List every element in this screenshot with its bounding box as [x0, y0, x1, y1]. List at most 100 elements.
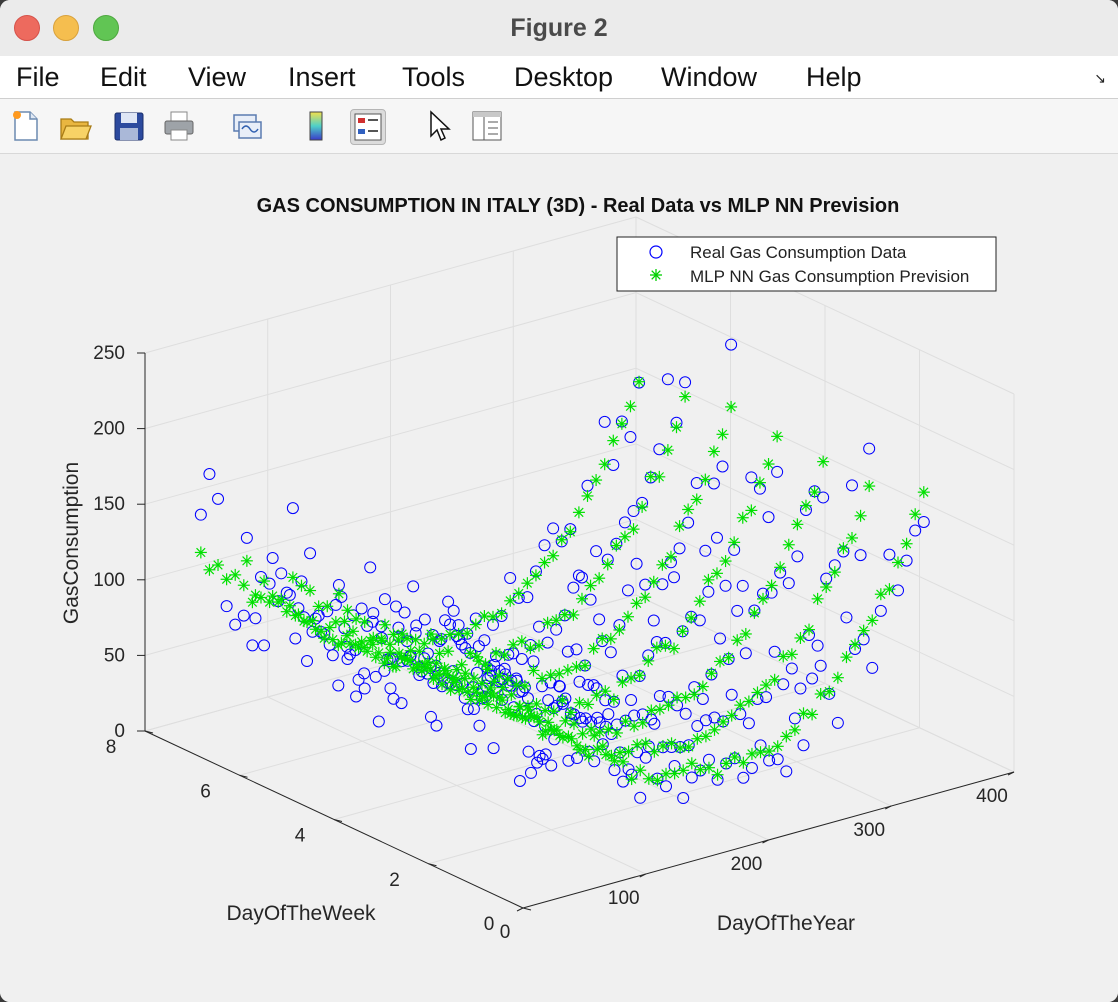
- prevision-data-point: [378, 657, 391, 670]
- prevision-data-point: [581, 489, 594, 502]
- new-figure-icon[interactable]: [8, 109, 42, 143]
- legend[interactable]: Real Gas Consumption Data MLP NN Gas Con…: [616, 236, 997, 292]
- x-tick-label: 400: [976, 786, 1008, 807]
- close-window-button[interactable]: [14, 15, 40, 41]
- prevision-data-point: [481, 663, 494, 676]
- prevision-data-point: [708, 723, 721, 736]
- prevision-data-point: [442, 645, 455, 658]
- real-data-point: [696, 693, 709, 706]
- prevision-data-point: [258, 575, 271, 588]
- prevision-data-point: [556, 694, 569, 707]
- maximize-window-button[interactable]: [93, 15, 119, 41]
- real-data-point: [840, 611, 853, 624]
- axes-frame: [137, 352, 1015, 912]
- prevision-data-point: [831, 671, 844, 684]
- menu-view[interactable]: View: [188, 62, 247, 92]
- x-tick-label: 0: [500, 922, 511, 943]
- real-data-point: [545, 759, 558, 772]
- prevision-data-point: [625, 671, 638, 684]
- minimize-window-button[interactable]: [53, 15, 79, 41]
- real-data-point: [266, 551, 279, 564]
- real-data-point: [625, 694, 638, 707]
- prevision-data-point: [780, 730, 793, 743]
- prevision-data-point: [797, 707, 810, 720]
- real-data-point: [220, 600, 233, 613]
- real-data-point: [831, 716, 844, 729]
- real-data-point: [398, 606, 411, 619]
- plot-area: 0 100 200 300 400 0 2 4 6 8 0 50 100 150 200 250 DayOfTh…: [0, 154, 1118, 1002]
- y-tick-label: 8: [106, 737, 117, 758]
- prevision-data-point: [593, 726, 606, 739]
- prevision-data-point: [544, 669, 557, 682]
- save-icon[interactable]: [112, 109, 146, 143]
- real-data-point: [447, 604, 460, 617]
- real-data-point: [739, 647, 752, 660]
- prevision-data-point: [536, 728, 549, 741]
- real-data-point: [679, 376, 692, 389]
- prevision-data-point: [579, 743, 592, 756]
- prevision-data-point: [582, 698, 595, 711]
- menu-tools[interactable]: Tools: [402, 62, 466, 92]
- prevision-data-point: [375, 632, 388, 645]
- prevision-data-point: [645, 704, 658, 717]
- prevision-data-point: [424, 628, 437, 641]
- prevision-data-point: [607, 434, 620, 447]
- real-data-point: [814, 659, 827, 672]
- prevision-data-point: [418, 637, 431, 650]
- prevision-data-point: [369, 651, 382, 664]
- prevision-data-point: [622, 745, 635, 758]
- y-axis-label: DayOfTheWeek: [227, 902, 376, 925]
- print-icon[interactable]: [162, 109, 196, 143]
- property-editor-icon[interactable]: [470, 109, 504, 143]
- chart-title: GAS CONSUMPTION IN ITALY (3D) - Real Dat…: [257, 195, 900, 217]
- prevision-data-point: [504, 594, 517, 607]
- y-tick: [144, 730, 154, 734]
- prevision-data-point: [892, 556, 905, 569]
- prevision-data-point: [598, 458, 611, 471]
- prevision-data-point: [639, 737, 652, 750]
- prevision-data-point: [633, 669, 646, 682]
- prevision-data-point: [760, 679, 773, 692]
- prevision-data-point: [516, 711, 529, 724]
- real-data-point: [487, 742, 500, 755]
- prevision-data-point: [610, 726, 623, 739]
- gridline-y-floor: [428, 727, 920, 865]
- real-data-point: [275, 567, 288, 580]
- real-data-point: [742, 717, 755, 730]
- open-file-icon[interactable]: [58, 109, 92, 143]
- prevision-data-point: [533, 639, 546, 652]
- prevision-data-point: [383, 638, 396, 651]
- menu-file[interactable]: File: [16, 62, 60, 92]
- gridline-z-back: [144, 367, 637, 505]
- prevision-data-point: [512, 587, 525, 600]
- real-data-point: [647, 614, 660, 627]
- menu-insert[interactable]: Insert: [288, 62, 356, 92]
- prevision-data-point: [668, 767, 681, 780]
- colorbar-icon[interactable]: [300, 109, 334, 143]
- prevision-data-point: [642, 654, 655, 667]
- link-plot-icon[interactable]: [230, 109, 264, 143]
- real-data-point: [648, 717, 661, 730]
- real-data-point: [797, 739, 810, 752]
- pointer-icon[interactable]: [422, 109, 456, 143]
- toolbar-dock-arrow-icon[interactable]: ↘: [1094, 70, 1106, 86]
- prevision-data-point: [679, 390, 692, 403]
- prevision-data-point: [194, 546, 207, 559]
- prevision-data-point: [679, 691, 692, 704]
- prevision-data-point: [607, 693, 620, 706]
- menu-edit[interactable]: Edit: [100, 62, 147, 92]
- prevision-data-point: [358, 641, 371, 654]
- menu-desktop[interactable]: Desktop: [514, 62, 614, 92]
- legend-icon[interactable]: [350, 109, 386, 145]
- prevision-data-point: [665, 737, 678, 750]
- prevision-data-point: [550, 614, 563, 627]
- legend-real-marker: [649, 245, 663, 259]
- prevision-data-point: [587, 642, 600, 655]
- real-data-point: [559, 692, 572, 705]
- prevision-data-point: [702, 761, 715, 774]
- prevision-data-point: [386, 660, 399, 673]
- real-data-point: [464, 742, 477, 755]
- menu-help[interactable]: Help: [806, 62, 862, 92]
- menu-window[interactable]: Window: [661, 62, 758, 92]
- z-tick-label: 50: [104, 645, 125, 666]
